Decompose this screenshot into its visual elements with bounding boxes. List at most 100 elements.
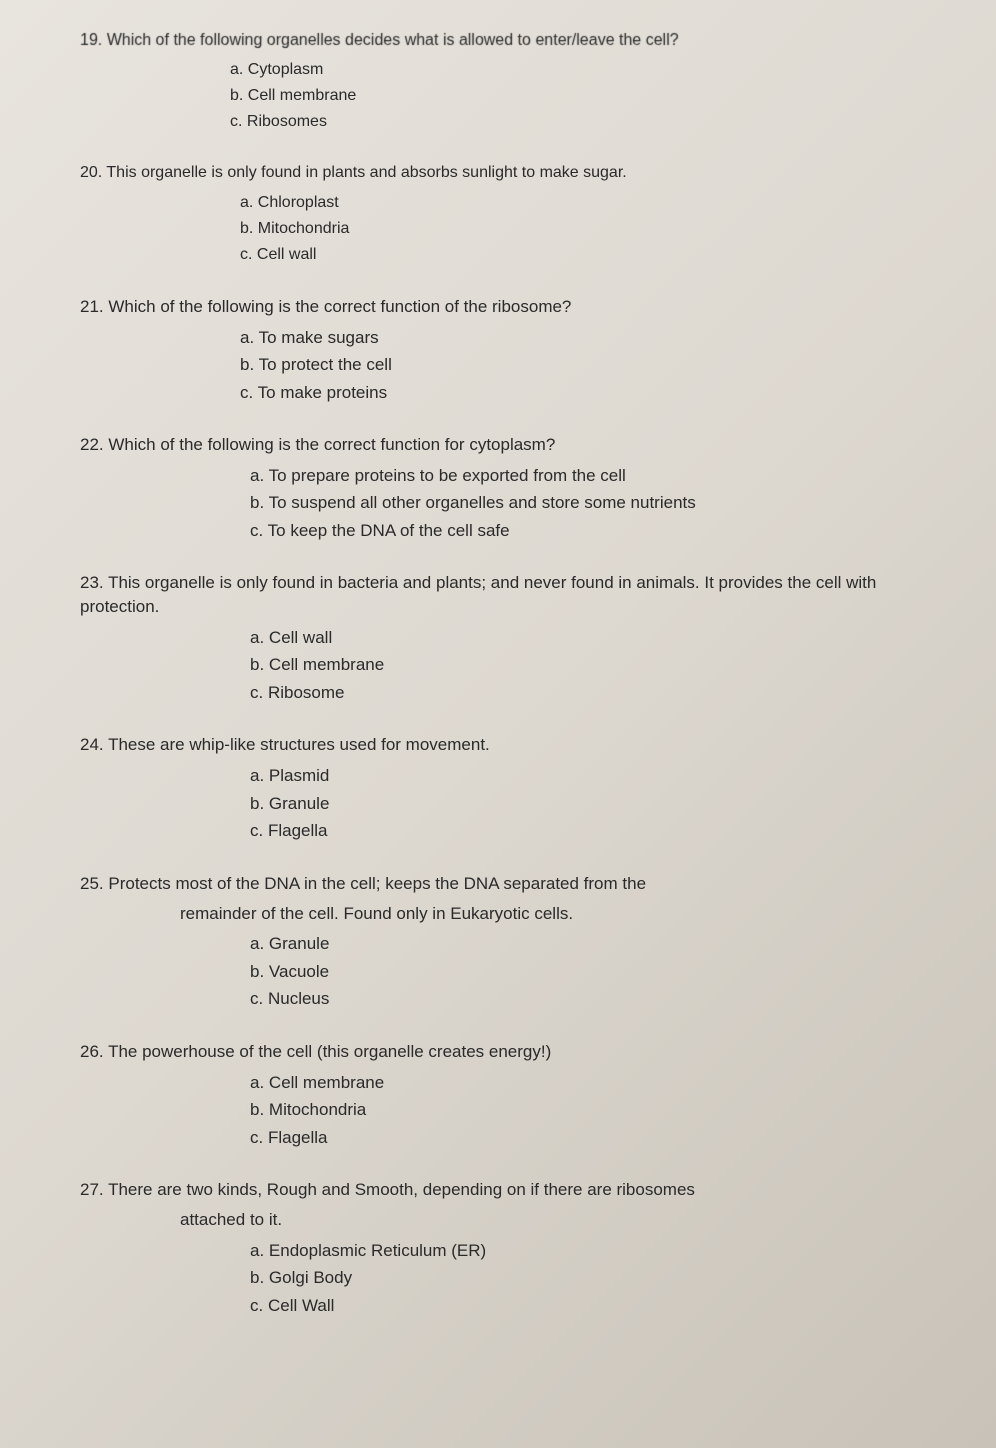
option-c: c. To make proteins bbox=[240, 380, 936, 406]
options-list: a. To prepare proteins to be exported fr… bbox=[250, 463, 936, 544]
question-body: There are two kinds, Rough and Smooth, d… bbox=[108, 1180, 695, 1199]
option-text: Cell wall bbox=[269, 628, 332, 647]
option-letter: a. bbox=[250, 466, 264, 485]
option-text: Nucleus bbox=[268, 989, 329, 1008]
option-text: Cell membrane bbox=[248, 87, 356, 104]
option-text: Endoplasmic Reticulum (ER) bbox=[269, 1241, 486, 1260]
options-list: a. Cell membrane b. Mitochondria c. Flag… bbox=[250, 1070, 936, 1151]
option-text: Granule bbox=[269, 794, 329, 813]
option-text: Chloroplast bbox=[258, 194, 339, 211]
question-22: 22. Which of the following is the correc… bbox=[80, 433, 936, 543]
question-text: 26. The powerhouse of the cell (this org… bbox=[80, 1040, 936, 1064]
option-letter: b. bbox=[250, 1268, 264, 1287]
option-letter: b. bbox=[230, 87, 243, 104]
option-c: c. Flagella bbox=[250, 818, 936, 844]
option-letter: b. bbox=[250, 655, 264, 674]
question-subtext: attached to it. bbox=[180, 1208, 936, 1232]
question-text: 20. This organelle is only found in plan… bbox=[80, 162, 936, 184]
question-number: 23. bbox=[80, 573, 104, 592]
option-letter: c. bbox=[230, 113, 242, 130]
option-letter: b. bbox=[240, 220, 253, 237]
question-body: Which of the following is the correct fu… bbox=[108, 435, 555, 454]
option-c: c. Ribosomes bbox=[230, 110, 936, 134]
option-text: To make proteins bbox=[258, 383, 387, 402]
option-letter: c. bbox=[240, 246, 252, 263]
option-letter: a. bbox=[250, 628, 264, 647]
option-b: b. Mitochondria bbox=[240, 217, 936, 241]
option-letter: b. bbox=[250, 962, 264, 981]
question-body: Which of the following is the correct fu… bbox=[108, 297, 571, 316]
question-number: 20. bbox=[80, 164, 102, 181]
option-letter: a. bbox=[250, 1073, 264, 1092]
option-letter: c. bbox=[250, 521, 263, 540]
option-letter: c. bbox=[250, 989, 263, 1008]
option-text: Flagella bbox=[268, 821, 328, 840]
option-a: a. Cytoplasm bbox=[230, 58, 936, 82]
option-text: Cell membrane bbox=[269, 1073, 384, 1092]
option-a: a. Granule bbox=[250, 931, 936, 957]
option-b: b. To protect the cell bbox=[240, 352, 936, 378]
option-text: Cell wall bbox=[257, 246, 317, 263]
question-19: 19. Which of the following organelles de… bbox=[80, 30, 936, 134]
options-list: a. Plasmid b. Granule c. Flagella bbox=[250, 763, 936, 844]
option-a: a. Cell wall bbox=[250, 625, 936, 651]
option-text: To make sugars bbox=[259, 328, 379, 347]
option-text: Ribosomes bbox=[247, 113, 327, 130]
option-a: a. To prepare proteins to be exported fr… bbox=[250, 463, 936, 489]
option-text: Ribosome bbox=[268, 683, 345, 702]
question-24: 24. These are whip-like structures used … bbox=[80, 733, 936, 843]
option-a: a. Cell membrane bbox=[250, 1070, 936, 1096]
option-b: b. Mitochondria bbox=[250, 1097, 936, 1123]
question-body: This organelle is only found in plants a… bbox=[106, 164, 626, 181]
option-text: To keep the DNA of the cell safe bbox=[268, 521, 510, 540]
question-text: 27. There are two kinds, Rough and Smoot… bbox=[80, 1178, 936, 1202]
option-a: a. Plasmid bbox=[250, 763, 936, 789]
question-25: 25. Protects most of the DNA in the cell… bbox=[80, 872, 936, 1012]
options-list: a. To make sugars b. To protect the cell… bbox=[240, 325, 936, 406]
options-list: a. Cytoplasm b. Cell membrane c. Ribosom… bbox=[230, 58, 936, 134]
option-letter: c. bbox=[250, 1296, 263, 1315]
option-c: c. Nucleus bbox=[250, 986, 936, 1012]
option-text: Cytoplasm bbox=[248, 61, 324, 78]
option-text: Granule bbox=[269, 934, 329, 953]
option-b: b. To suspend all other organelles and s… bbox=[250, 490, 936, 516]
option-text: Flagella bbox=[268, 1128, 328, 1147]
option-b: b. Cell membrane bbox=[250, 652, 936, 678]
option-c: c. Cell wall bbox=[240, 243, 936, 267]
question-text: 21. Which of the following is the correc… bbox=[80, 295, 936, 319]
question-number: 19. bbox=[80, 32, 103, 49]
question-number: 21. bbox=[80, 297, 104, 316]
question-subtext: remainder of the cell. Found only in Euk… bbox=[180, 902, 936, 926]
option-text: Mitochondria bbox=[258, 220, 350, 237]
option-letter: c. bbox=[250, 1128, 263, 1147]
question-number: 26. bbox=[80, 1042, 104, 1061]
option-letter: c. bbox=[250, 821, 263, 840]
option-text: Cell membrane bbox=[269, 655, 384, 674]
question-21: 21. Which of the following is the correc… bbox=[80, 295, 936, 405]
question-20: 20. This organelle is only found in plan… bbox=[80, 162, 936, 266]
option-text: To protect the cell bbox=[259, 355, 392, 374]
option-letter: a. bbox=[250, 766, 264, 785]
option-text: Mitochondria bbox=[269, 1100, 366, 1119]
question-27: 27. There are two kinds, Rough and Smoot… bbox=[80, 1178, 936, 1318]
question-number: 25. bbox=[80, 874, 104, 893]
option-b: b. Golgi Body bbox=[250, 1265, 936, 1291]
option-letter: b. bbox=[250, 1100, 264, 1119]
question-number: 27. bbox=[80, 1180, 104, 1199]
option-b: b. Cell membrane bbox=[230, 84, 936, 108]
question-text: 25. Protects most of the DNA in the cell… bbox=[80, 872, 936, 896]
question-text: 23. This organelle is only found in bact… bbox=[80, 571, 936, 619]
option-letter: b. bbox=[250, 794, 264, 813]
option-b: b. Granule bbox=[250, 791, 936, 817]
question-number: 24. bbox=[80, 735, 104, 754]
question-text: 19. Which of the following organelles de… bbox=[80, 30, 936, 52]
option-letter: a. bbox=[230, 61, 243, 78]
option-letter: c. bbox=[240, 383, 253, 402]
option-letter: a. bbox=[240, 194, 253, 211]
option-text: Vacuole bbox=[269, 962, 329, 981]
question-26: 26. The powerhouse of the cell (this org… bbox=[80, 1040, 936, 1150]
option-c: c. To keep the DNA of the cell safe bbox=[250, 518, 936, 544]
option-text: Golgi Body bbox=[269, 1268, 352, 1287]
question-text: 22. Which of the following is the correc… bbox=[80, 433, 936, 457]
option-letter: a. bbox=[250, 1241, 264, 1260]
